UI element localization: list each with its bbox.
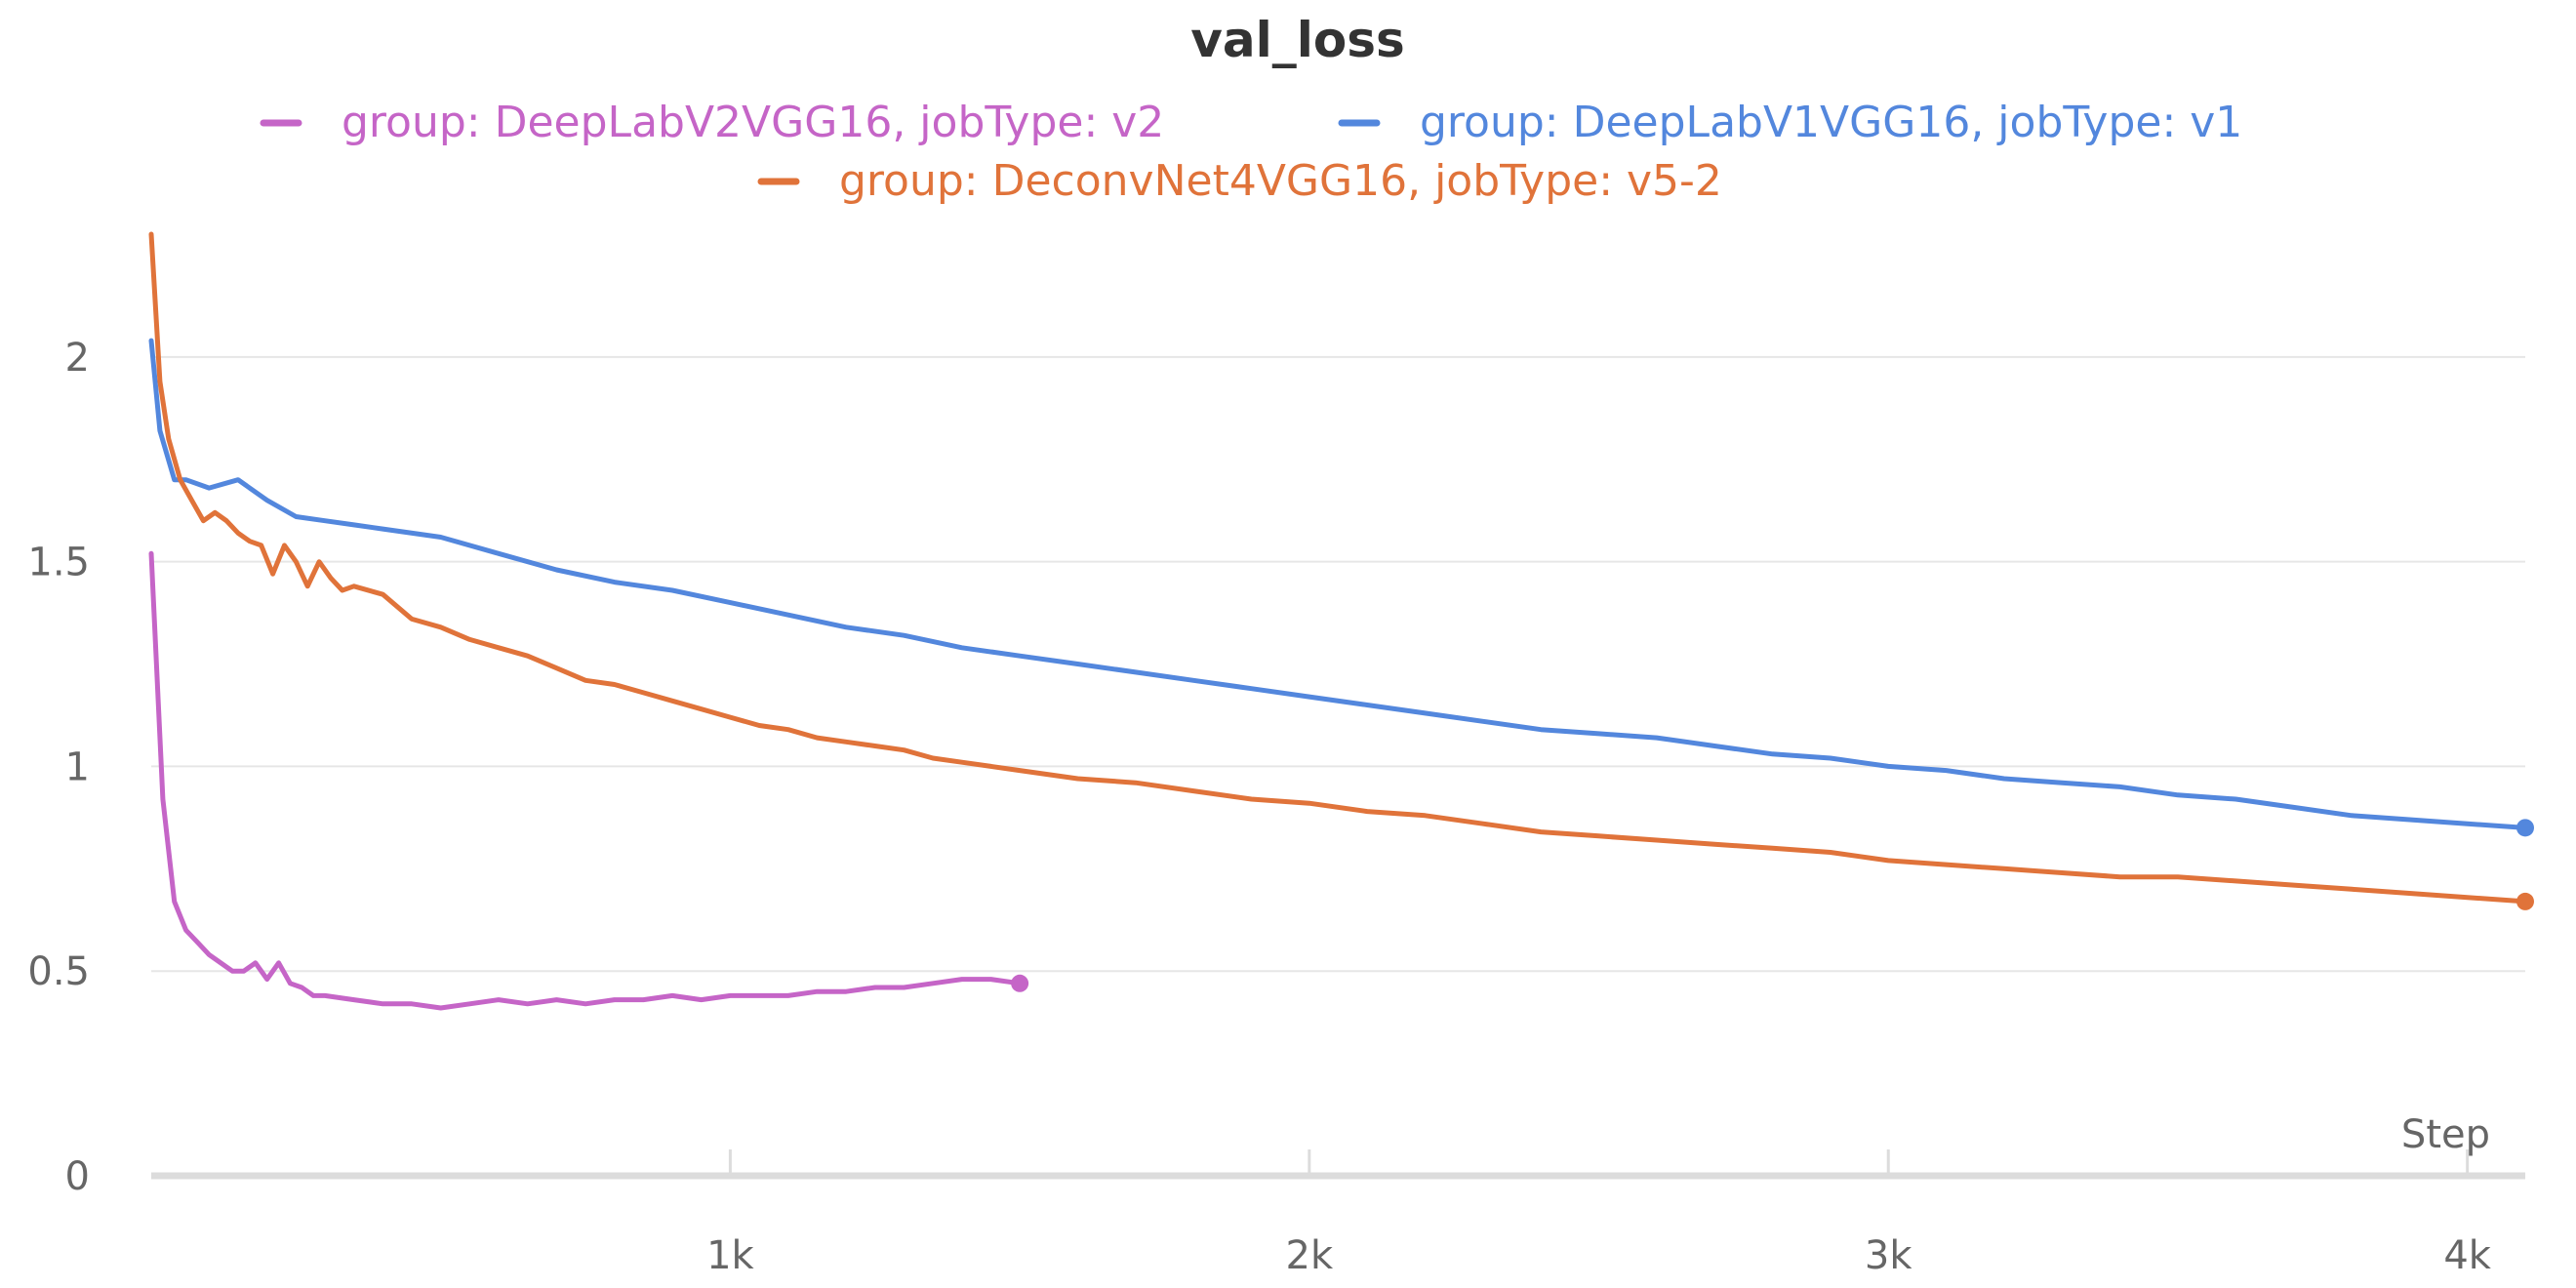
- x-tick-label: 1k: [706, 1233, 754, 1278]
- y-tick-label: 1: [65, 745, 90, 789]
- legend-entry-1[interactable]: group: DeepLabV1VGG16, jobType: v1: [1420, 98, 2242, 147]
- series-layer: [148, 231, 2534, 1011]
- y-tick-label: 1.5: [27, 541, 90, 585]
- series-end-point-1: [2516, 819, 2534, 837]
- legend-entry-2[interactable]: group: DeconvNet4VGG16, jobType: v5-2: [839, 156, 1722, 206]
- series-end-point-2: [2516, 892, 2534, 910]
- grid: 0 0.5 1 1.5 2: [27, 336, 2525, 1199]
- x-axis-label: Step: [2401, 1112, 2490, 1157]
- y-tick-label: 2: [65, 336, 90, 381]
- series-line-1: [148, 338, 2528, 830]
- y-tick-label: 0.5: [27, 949, 90, 994]
- y-tick-label: 0: [65, 1154, 90, 1199]
- x-tick-label: 2k: [1286, 1233, 1334, 1278]
- legend-entry-0[interactable]: group: DeepLabV2VGG16, jobType: v2: [342, 98, 1164, 147]
- x-tick-label: 3k: [1865, 1233, 1912, 1278]
- x-axis: 1k 2k 3k 4k: [151, 1149, 2525, 1278]
- series-line-0: [148, 550, 1023, 1011]
- legend: group: DeepLabV2VGG16, jobType: v2 group:…: [260, 98, 2242, 206]
- x-tick-label: 4k: [2443, 1233, 2491, 1278]
- chart-title: val_loss: [1190, 12, 1404, 68]
- series-line-2: [148, 231, 2528, 905]
- series-end-point-0: [1011, 974, 1029, 992]
